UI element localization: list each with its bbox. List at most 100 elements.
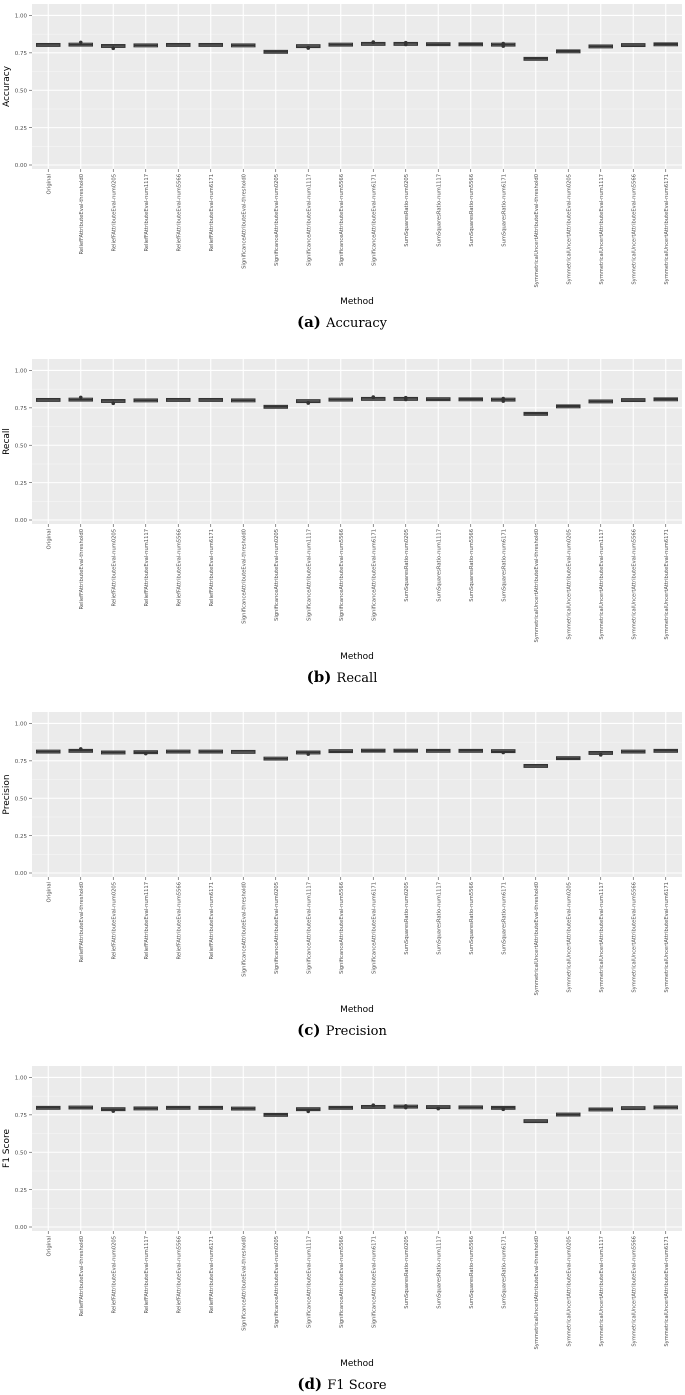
y-tick-label: 0.00 [15, 163, 28, 169]
outlier-point [501, 41, 506, 46]
x-tick-label: SumSquaresRatio-num0205 [404, 882, 410, 955]
x-tick-label: SumSquaresRatio-num1117 [436, 882, 442, 955]
plot-background [32, 359, 682, 524]
outlier-point [403, 397, 408, 402]
outlier-point [436, 1106, 441, 1111]
x-tick-label: SumSquaresRatio-num6171 [501, 1236, 507, 1309]
outlier-point [78, 40, 83, 45]
x-tick-label: SignificanceAttributeEval-threshold0 [241, 882, 247, 977]
x-tick-label: SymmetricalUncertAttributeEval-threshold… [534, 529, 540, 643]
y-tick-label: 0.50 [15, 796, 28, 802]
y-tick-label: 0.25 [15, 126, 28, 132]
x-tick-label: SumSquaresRatio-num6171 [501, 174, 507, 247]
x-tick-label: SymmetricalUncertAttributeEval-num0205 [566, 882, 572, 993]
x-tick-label: SignificanceAttributeEval-num5566 [339, 1236, 345, 1328]
x-tick-label: SignificanceAttributeEval-num6171 [371, 882, 377, 974]
x-tick-label: SymmetricalUncertAttributeEval-num0205 [566, 529, 572, 640]
x-tick-label: SymmetricalUncertAttributeEval-num1117 [599, 1236, 605, 1347]
y-tick-label: 0.75 [15, 759, 28, 765]
x-tick-label: ReliefFAttributeEval-num5566 [176, 529, 182, 607]
outlier-point [501, 396, 506, 401]
y-tick-label: 0.00 [15, 871, 28, 877]
panel-caption: (b) Recall [307, 668, 378, 686]
x-tick-label: ReliefFAttributeEval-num1117 [144, 174, 150, 252]
x-tick-label: SignificanceAttributeEval-threshold0 [241, 174, 247, 269]
x-tick-label: ReliefFAttributeEval-num6171 [209, 174, 215, 252]
x-tick-label: SymmetricalUncertAttributeEval-threshold… [534, 882, 540, 996]
x-tick-label: SymmetricalUncertAttributeEval-num1117 [599, 529, 605, 640]
x-tick-label: SumSquaresRatio-num1117 [436, 174, 442, 247]
x-tick-label: ReliefFAttributeEval-num1117 [144, 529, 150, 607]
y-tick-label: 0.50 [15, 88, 28, 94]
x-tick-label: ReliefFAttributeEval-threshold0 [79, 529, 85, 609]
outlier-point [143, 751, 148, 756]
y-tick-label: 0.50 [15, 443, 28, 449]
x-tick-label: SymmetricalUncertAttributeEval-num1117 [599, 174, 605, 285]
x-tick-label: SymmetricalUncertAttributeEval-num0205 [566, 1236, 572, 1347]
x-tick-label: ReliefFAttributeEval-num1117 [144, 882, 150, 960]
x-tick-label: ReliefFAttributeEval-num0205 [111, 882, 117, 960]
x-tick-label: SignificanceAttributeEval-threshold0 [241, 1236, 247, 1331]
x-tick-label: SignificanceAttributeEval-num5566 [339, 882, 345, 974]
outlier-point [306, 401, 311, 405]
x-tick-label: SignificanceAttributeEval-num1117 [306, 174, 312, 266]
x-tick-label: SymmetricalUncertAttributeEval-num6171 [664, 882, 670, 993]
panel-caption: (d) F1 Score [297, 1375, 387, 1393]
y-tick-label: 0.25 [15, 834, 28, 840]
x-tick-label: SignificanceAttributeEval-num1117 [306, 1236, 312, 1328]
x-tick-label: Original [46, 529, 52, 549]
y-axis-label: F1 Score [2, 1129, 12, 1168]
x-tick-label: ReliefFAttributeEval-num5566 [176, 882, 182, 960]
x-tick-label: SymmetricalUncertAttributeEval-num5566 [631, 174, 637, 285]
x-axis-label: Method [340, 1005, 374, 1015]
x-tick-label: SymmetricalUncertAttributeEval-num5566 [631, 529, 637, 640]
plot-background [32, 1066, 682, 1231]
x-tick-label: Original [46, 174, 52, 194]
x-tick-label: SumSquaresRatio-num0205 [404, 1236, 410, 1309]
y-tick-label: 0.00 [15, 518, 28, 524]
y-tick-label: 1.00 [15, 722, 28, 728]
outlier-point [78, 395, 83, 400]
plot-background [32, 712, 682, 877]
outlier-point [306, 1109, 311, 1114]
chart-panel-1: 0.00 0.25 0.50 0.75 1.00 Original ReliefFAttri… [2, 4, 682, 331]
x-tick-label: SymmetricalUncertAttributeEval-num6171 [664, 174, 670, 285]
x-tick-label: SymmetricalUncertAttributeEval-num6171 [664, 1236, 670, 1347]
outlier-point [501, 1107, 506, 1112]
outlier-point [598, 753, 603, 757]
x-tick-label: ReliefFAttributeEval-threshold0 [79, 174, 85, 254]
x-tick-label: SignificanceAttributeEval-num5566 [339, 529, 345, 621]
outlier-point [501, 750, 506, 755]
panel-caption: (a) Accuracy [297, 313, 388, 331]
x-tick-label: SignificanceAttributeEval-num1117 [306, 529, 312, 621]
chart-panel-3: 0.00 0.25 0.50 0.75 1.00 Original ReliefFAttri… [2, 712, 682, 1039]
y-tick-label: 1.00 [15, 369, 28, 375]
x-tick-label: SumSquaresRatio-num5566 [469, 882, 475, 955]
outlier-point [371, 40, 376, 44]
outlier-point [403, 42, 408, 47]
x-tick-label: SignificanceAttributeEval-num6171 [371, 529, 377, 621]
x-tick-label: SignificanceAttributeEval-num0205 [274, 174, 280, 266]
x-tick-label: SumSquaresRatio-num5566 [469, 1236, 475, 1309]
y-tick-label: 0.00 [15, 1225, 28, 1231]
x-tick-label: ReliefFAttributeEval-num0205 [111, 1236, 117, 1314]
x-tick-label: SignificanceAttributeEval-num6171 [371, 1236, 377, 1328]
x-tick-label: ReliefFAttributeEval-num6171 [209, 1236, 215, 1314]
x-tick-label: ReliefFAttributeEval-threshold0 [79, 882, 85, 962]
x-tick-label: SymmetricalUncertAttributeEval-num5566 [631, 1236, 637, 1347]
outlier-point [78, 747, 83, 751]
y-axis-label: Recall [2, 428, 12, 455]
y-tick-label: 0.75 [15, 406, 28, 412]
x-tick-label: Original [46, 1236, 52, 1256]
x-tick-label: SymmetricalUncertAttributeEval-num5566 [631, 882, 637, 993]
x-tick-label: SumSquaresRatio-num1117 [436, 1236, 442, 1309]
x-tick-label: SymmetricalUncertAttributeEval-num6171 [664, 529, 670, 640]
x-tick-label: SumSquaresRatio-num0205 [404, 529, 410, 602]
outlier-point [111, 1109, 116, 1113]
x-tick-label: ReliefFAttributeEval-num6171 [209, 882, 215, 960]
x-tick-label: SumSquaresRatio-num0205 [404, 174, 410, 247]
outlier-point [306, 46, 311, 50]
outlier-point [501, 44, 506, 48]
outlier-point [501, 399, 506, 403]
